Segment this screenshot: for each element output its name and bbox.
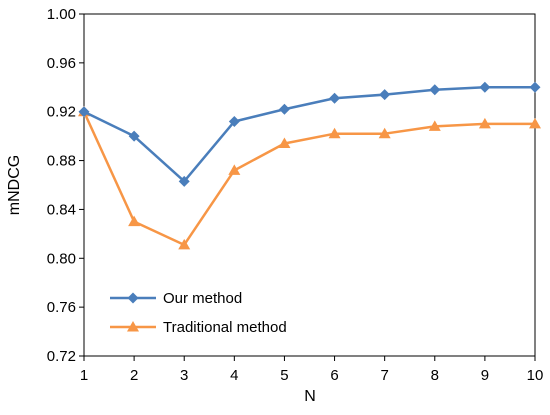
x-tick-label: 7 (380, 367, 388, 384)
data-point (429, 84, 441, 96)
x-tick-label: 1 (80, 367, 88, 384)
legend-marker (127, 292, 139, 304)
x-tick-label: 2 (130, 367, 138, 384)
y-tick-label: 0.84 (47, 201, 76, 218)
data-point (78, 106, 90, 118)
legend-marker (127, 321, 139, 332)
data-point (529, 117, 541, 129)
y-tick-label: 0.92 (47, 104, 76, 121)
data-point (228, 164, 241, 175)
y-tick-label: 0.80 (47, 250, 76, 267)
series-layer (78, 81, 541, 250)
y-tick-label: 0.88 (47, 153, 76, 170)
y-axis: 0.72 0.76 0.80 0.84 0.88 0.92 0.96 1.00 (47, 6, 84, 365)
series-our-method (78, 81, 541, 187)
data-point (278, 103, 290, 115)
data-point (128, 130, 140, 142)
x-axis-title: N (304, 388, 316, 405)
legend-label: Our method (163, 290, 242, 307)
data-point (428, 120, 441, 131)
y-tick-label: 0.72 (47, 348, 76, 365)
data-point (328, 127, 341, 139)
legend-entry: Traditional method (110, 319, 287, 336)
data-point (479, 81, 491, 93)
data-point (478, 117, 491, 129)
series-line (83, 86, 535, 183)
series-traditional-method (78, 105, 541, 250)
data-point (329, 92, 341, 104)
data-point (278, 137, 291, 148)
data-point (178, 175, 190, 187)
x-tick-label: 8 (431, 367, 439, 384)
x-tick-label: 5 (280, 367, 288, 384)
data-point (128, 215, 141, 227)
y-tick-label: 1.00 (47, 6, 76, 23)
legend: Our method Traditional method (110, 290, 287, 336)
series-line (82, 111, 535, 247)
x-tick-label: 10 (527, 367, 544, 384)
x-axis: 1 2 3 4 5 6 7 8 9 10 (80, 356, 544, 384)
x-tick-label: 4 (230, 367, 238, 384)
plot-area (83, 13, 536, 357)
data-point (379, 89, 391, 101)
legend-entry: Our method (110, 290, 242, 307)
y-tick-label: 0.76 (47, 299, 76, 316)
x-tick-label: 3 (180, 367, 188, 384)
y-tick-label: 0.96 (47, 55, 76, 72)
y-axis-title: mNDCG (6, 155, 23, 215)
data-point (178, 238, 191, 250)
x-tick-label: 6 (330, 367, 338, 384)
x-tick-label: 9 (481, 367, 489, 384)
data-point (378, 127, 391, 139)
legend-label: Traditional method (163, 319, 287, 336)
data-point (228, 115, 240, 127)
data-point (529, 81, 541, 93)
